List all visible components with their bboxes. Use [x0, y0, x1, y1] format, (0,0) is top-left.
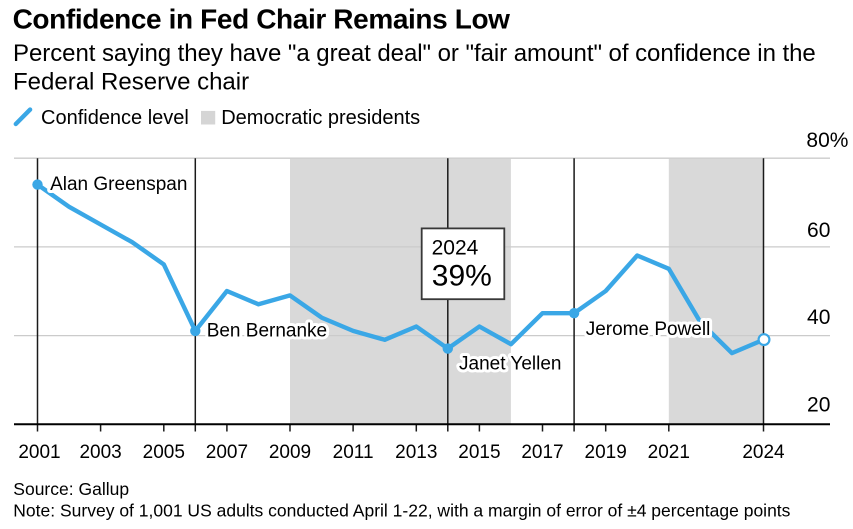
- svg-text:20: 20: [807, 393, 830, 416]
- svg-text:Jerome Powell: Jerome Powell: [586, 319, 711, 340]
- svg-text:2021: 2021: [648, 442, 690, 463]
- svg-text:2001: 2001: [18, 442, 60, 463]
- svg-text:80%: 80%: [806, 129, 848, 152]
- svg-text:2015: 2015: [458, 442, 500, 463]
- svg-text:Janet Yellen: Janet Yellen: [459, 353, 562, 374]
- svg-text:Confidence level: Confidence level: [41, 107, 189, 129]
- svg-text:Democratic presidents: Democratic presidents: [221, 107, 420, 129]
- svg-text:2019: 2019: [585, 442, 627, 463]
- svg-text:2009: 2009: [269, 442, 311, 463]
- svg-text:Source: Gallup: Source: Gallup: [13, 479, 129, 499]
- svg-text:Ben Bernanke: Ben Bernanke: [207, 321, 327, 342]
- svg-text:2005: 2005: [143, 442, 185, 463]
- svg-text:2024: 2024: [742, 442, 785, 463]
- svg-text:Confidence in Fed Chair Remain: Confidence in Fed Chair Remains Low: [13, 4, 511, 35]
- svg-text:2017: 2017: [521, 442, 563, 463]
- svg-text:Note: Survey of 1,001 US adult: Note: Survey of 1,001 US adults conducte…: [13, 500, 790, 520]
- svg-text:2003: 2003: [79, 442, 121, 463]
- svg-text:2013: 2013: [395, 442, 437, 463]
- svg-text:Federal Reserve chair: Federal Reserve chair: [13, 69, 249, 96]
- svg-text:2011: 2011: [333, 442, 374, 463]
- svg-text:40: 40: [807, 306, 830, 329]
- svg-text:Alan Greenspan: Alan Greenspan: [50, 174, 187, 195]
- svg-text:Percent saying they have "a gr: Percent saying they have "a great deal" …: [13, 40, 816, 67]
- svg-text:2024: 2024: [432, 236, 479, 259]
- svg-text:2007: 2007: [206, 442, 248, 463]
- svg-text:60: 60: [807, 219, 830, 242]
- svg-text:39%: 39%: [432, 259, 492, 292]
